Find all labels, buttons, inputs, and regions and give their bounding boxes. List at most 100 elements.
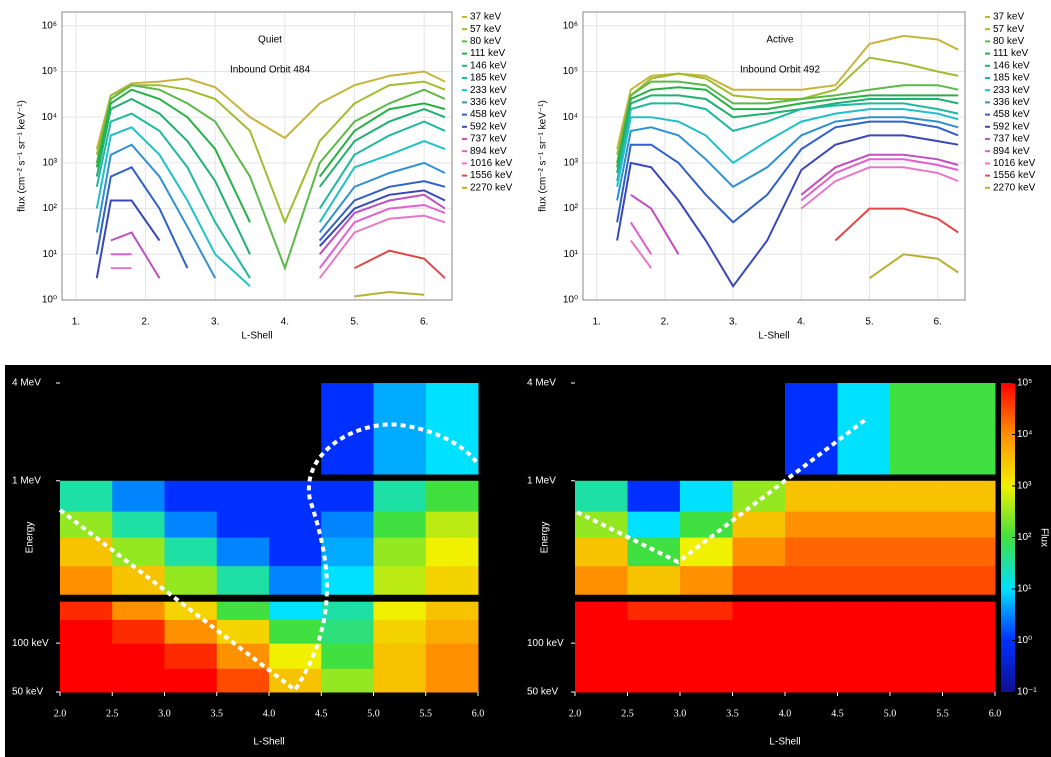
x-tick-label: 5.0	[367, 708, 380, 719]
heatmap-cell	[575, 643, 628, 669]
legend-label: 1556 keV	[470, 170, 513, 181]
heatmap-cell	[425, 537, 479, 567]
heatmap-cell	[890, 383, 943, 475]
legend-label: 737 keV	[993, 134, 1030, 145]
y-tick-label: 10⁰	[563, 295, 578, 306]
chart-subtitle: Inbound Orbit 484	[230, 65, 310, 76]
series-line	[616, 120, 959, 224]
heatmap-cell	[216, 619, 270, 644]
series-line	[834, 207, 959, 242]
heatmap-cell	[112, 643, 165, 669]
x-tick-label: 5.5	[936, 708, 949, 719]
heatmap-cell	[837, 565, 891, 595]
y-tick-label: 10⁶	[42, 20, 57, 31]
heatmap-cell	[837, 537, 891, 567]
series-line	[354, 290, 425, 298]
heatmap-cell	[680, 480, 733, 512]
series-line	[629, 166, 959, 269]
y-tick-label: 10¹	[564, 249, 579, 260]
x-axis-label: L-Shell	[769, 737, 800, 748]
series-line	[110, 203, 446, 269]
heatmap-cell	[164, 643, 218, 669]
heatmap-cell	[837, 619, 891, 644]
x-tick-label: 5.0	[884, 708, 897, 719]
heatmap-cell	[269, 565, 322, 595]
heatmap-cell	[164, 511, 218, 538]
heatmap-cell	[785, 601, 838, 620]
x-tick-label: 3.5	[726, 708, 739, 719]
legend-label: 1556 keV	[993, 170, 1036, 181]
heatmap-cell	[216, 565, 270, 595]
heatmap-cell	[60, 565, 113, 595]
heatmap-cell	[942, 643, 996, 669]
heatmap-cell	[837, 480, 891, 512]
heatmap-cell	[425, 565, 479, 595]
series-line	[629, 158, 959, 255]
x-tick-label: 1.	[592, 317, 600, 328]
x-tick-label: 6.	[420, 317, 428, 328]
x-tick-label: 4.	[281, 317, 289, 328]
series-line	[95, 166, 446, 269]
x-tick-label: 2.0	[54, 708, 67, 719]
y-axis-label: Energy	[540, 522, 551, 554]
y-axis-label: flux (cm⁻² s⁻¹ sr⁻¹ keV⁻¹)	[538, 100, 549, 212]
heatmap-cell	[373, 511, 427, 538]
legend-label: 458 keV	[993, 109, 1030, 120]
heatmap-cell	[60, 537, 113, 567]
heatmap-cell	[890, 537, 943, 567]
series-line	[616, 80, 959, 164]
heatmap-cell	[785, 668, 838, 693]
heatmap-cell	[837, 601, 891, 620]
y-tick-label: 1 MeV	[527, 475, 556, 486]
x-tick-label: 3.5	[211, 708, 224, 719]
heatmap-cell	[112, 601, 165, 620]
legend-label: 233 keV	[470, 85, 507, 96]
heatmap-cell	[680, 565, 733, 595]
heatmap-cell	[837, 643, 891, 669]
heatmap-cell	[837, 668, 891, 693]
heatmap-cell	[112, 565, 165, 595]
x-tick-label: 2.5	[106, 708, 119, 719]
colorbar-tick-label: 10⁵	[1017, 378, 1032, 389]
y-tick-label: 50 keV	[12, 687, 43, 698]
heatmap-cell	[680, 668, 733, 693]
y-tick-label: 10³	[564, 158, 579, 169]
heatmap-cell	[575, 537, 628, 567]
heatmap-cell	[732, 565, 786, 595]
heatmap-cell	[942, 537, 996, 567]
y-tick-label: 10⁶	[563, 20, 578, 31]
series-line	[95, 189, 446, 279]
series-line	[616, 116, 959, 201]
x-tick-label: 2.0	[569, 708, 582, 719]
series-line	[616, 102, 959, 182]
y-tick-label: 50 keV	[527, 687, 558, 698]
heatmap-cell	[785, 537, 838, 567]
y-tick-label: 10²	[43, 203, 58, 214]
legend-label: 146 keV	[993, 60, 1030, 71]
chart-subtitle: Inbound Orbit 492	[740, 65, 820, 76]
heatmap-cell	[269, 537, 322, 567]
heatmap-cell	[627, 480, 681, 512]
x-tick-label: 5.	[865, 317, 873, 328]
legend-label: 185 keV	[993, 73, 1030, 84]
heatmap-cell	[890, 668, 943, 693]
heatmap-cell	[373, 565, 427, 595]
heatmap-cell	[373, 537, 427, 567]
heatmap-cell	[425, 601, 479, 620]
x-tick-label: 3.0	[674, 708, 687, 719]
y-tick-label: 10⁵	[563, 66, 578, 77]
legend-label: 111 keV	[993, 48, 1029, 59]
series-line	[110, 214, 446, 279]
heatmap-cell	[216, 480, 270, 512]
heatmap-cell	[164, 537, 218, 567]
heatmap-cell	[942, 619, 996, 644]
x-tick-label: 4.	[797, 317, 805, 328]
plot-frame	[61, 11, 453, 301]
x-axis-label: L-Shell	[758, 331, 789, 342]
x-tick-label: 4.0	[263, 708, 276, 719]
series-line	[630, 153, 959, 255]
heatmap-cell	[942, 480, 996, 512]
x-tick-label: 6.0	[472, 708, 485, 719]
heatmap-cell	[627, 565, 681, 595]
